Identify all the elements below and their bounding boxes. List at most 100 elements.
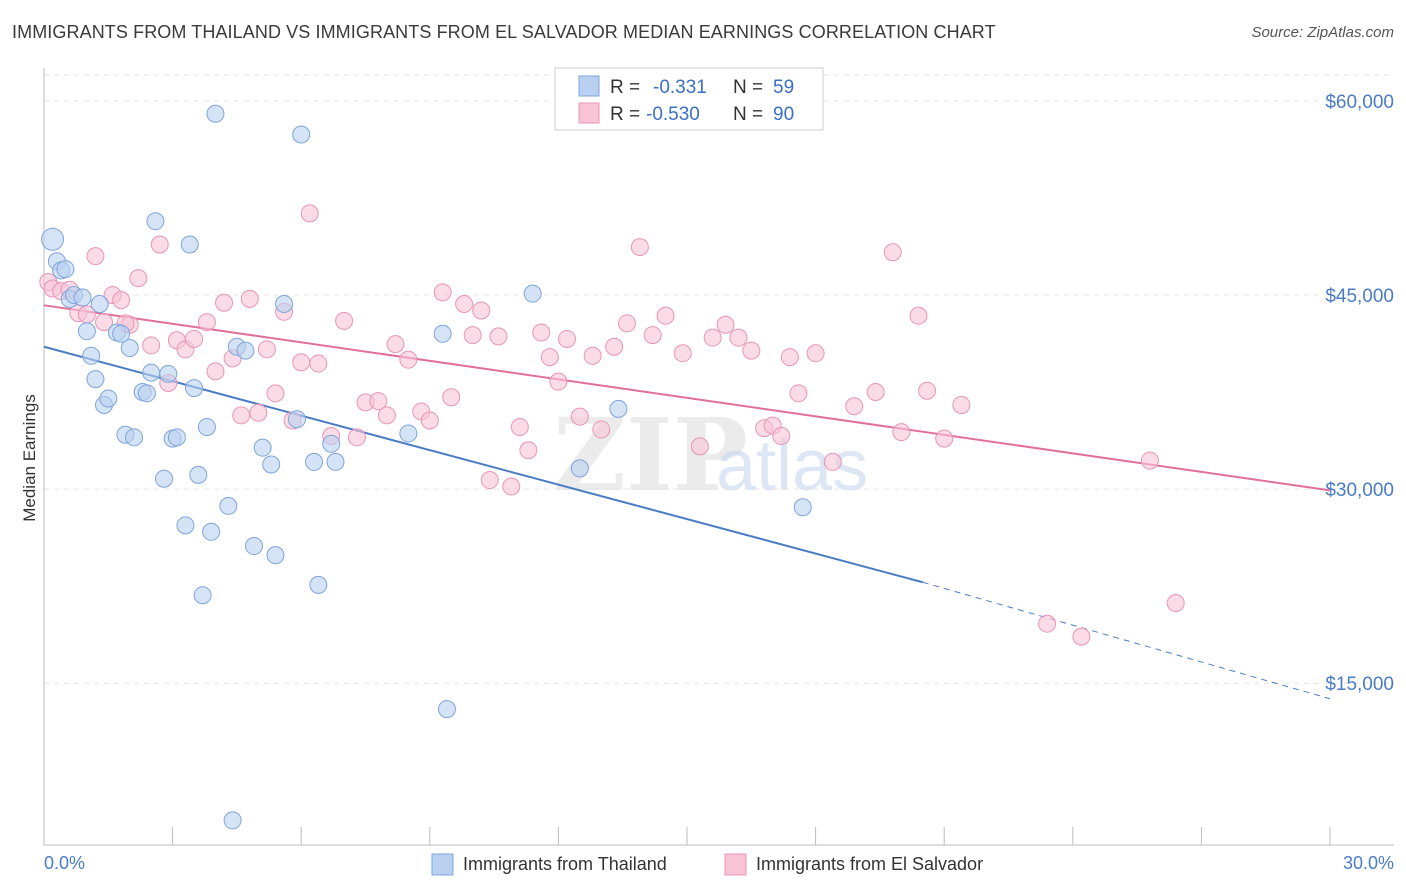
point-el-salvador: [185, 329, 204, 348]
point-el-salvador: [112, 291, 131, 310]
point-el-salvador: [240, 289, 259, 308]
legend-r-value-thailand: -0.331: [653, 77, 707, 98]
point-el-salvador: [335, 311, 354, 330]
point-el-salvador: [909, 306, 928, 325]
axes: [43, 68, 1394, 846]
point-el-salvador: [605, 337, 624, 356]
point-thailand: [262, 455, 281, 474]
point-el-salvador: [197, 313, 216, 332]
legend-r-label: R =: [610, 77, 640, 98]
point-thailand: [180, 235, 199, 254]
point-thailand: [305, 452, 324, 471]
point-thailand: [236, 341, 255, 360]
y-axis-title: Median Earnings: [20, 394, 39, 522]
point-el-salvador: [656, 306, 675, 325]
point-el-salvador: [617, 314, 636, 333]
point-el-salvador: [806, 344, 825, 363]
point-thailand: [322, 434, 341, 453]
point-thailand: [137, 384, 156, 403]
point-el-salvador: [780, 348, 799, 367]
point-el-salvador: [399, 350, 418, 369]
point-thailand: [570, 459, 589, 478]
chart-title: IMMIGRANTS FROM THAILAND VS IMMIGRANTS F…: [12, 22, 996, 42]
point-el-salvador: [772, 427, 791, 446]
point-thailand: [326, 452, 345, 471]
point-el-salvador: [918, 381, 937, 400]
point-el-salvador: [249, 403, 268, 422]
trend-line-thailand-extension: [922, 581, 1331, 700]
point-el-salvador: [377, 406, 396, 425]
trend-line-el-salvador: [43, 304, 1331, 492]
point-thailand: [197, 417, 216, 436]
y-tick-label: $30,000: [1325, 480, 1394, 501]
point-thailand: [275, 295, 294, 314]
legend-n-value-el-salvador: 90: [773, 104, 794, 125]
point-el-salvador: [742, 341, 761, 360]
point-el-salvador: [729, 328, 748, 347]
point-thailand: [223, 811, 242, 830]
point-thailand: [523, 284, 542, 303]
point-thailand: [309, 575, 328, 594]
point-el-salvador: [215, 293, 234, 312]
el-salvador-points: [39, 204, 1185, 646]
point-el-salvador: [463, 326, 482, 345]
point-el-salvador: [952, 395, 971, 414]
y-tick-label: $60,000: [1325, 92, 1394, 113]
point-thailand: [125, 428, 144, 447]
point-thailand: [167, 428, 186, 447]
point-el-salvador: [532, 323, 551, 342]
point-el-salvador: [150, 235, 169, 254]
watermark-atlas: atlas: [716, 426, 868, 506]
point-thailand: [202, 522, 221, 541]
point-el-salvador: [510, 417, 529, 436]
point-el-salvador: [129, 269, 148, 288]
point-thailand: [86, 370, 105, 389]
chart-source: Source: ZipAtlas.com: [1251, 24, 1394, 41]
bottom-legend-swatch-el-salvador: [724, 853, 747, 876]
point-thailand: [189, 465, 208, 484]
legend-n-value-thailand: 59: [773, 77, 794, 98]
point-thailand: [609, 399, 628, 418]
point-thailand: [112, 324, 131, 343]
point-thailand: [245, 537, 264, 556]
point-el-salvador: [95, 313, 114, 332]
bottom-legend-swatch-thailand: [431, 853, 454, 876]
point-thailand: [193, 586, 212, 605]
y-tick-label: $45,000: [1325, 286, 1394, 307]
point-el-salvador: [232, 406, 251, 425]
point-thailand: [99, 389, 118, 408]
point-el-salvador: [257, 340, 276, 359]
point-thailand: [155, 469, 174, 488]
point-el-salvador: [1140, 451, 1159, 470]
point-el-salvador: [703, 328, 722, 347]
point-thailand: [287, 410, 306, 429]
grid-lines: [44, 74, 1394, 684]
point-el-salvador: [142, 336, 161, 355]
point-el-salvador: [690, 437, 709, 456]
point-thailand: [433, 324, 452, 343]
point-thailand: [73, 288, 92, 307]
point-el-salvador: [540, 348, 559, 367]
point-el-salvador: [845, 397, 864, 416]
thailand-points: [41, 104, 812, 830]
point-thailand: [159, 364, 178, 383]
point-el-salvador: [892, 423, 911, 442]
point-thailand: [793, 498, 812, 517]
point-thailand: [41, 227, 65, 251]
legend-box: [554, 67, 824, 131]
point-el-salvador: [300, 204, 319, 223]
point-el-salvador: [433, 283, 452, 302]
point-el-salvador: [592, 420, 611, 439]
point-el-salvador: [86, 247, 105, 266]
point-thailand: [206, 104, 225, 123]
point-el-salvador: [557, 329, 576, 348]
point-thailand: [437, 700, 456, 719]
point-el-salvador: [1166, 593, 1185, 612]
legend-swatch-thailand: [578, 75, 600, 97]
point-el-salvador: [673, 344, 692, 363]
x-tick-label-max: 30.0%: [1343, 853, 1394, 873]
point-thailand: [142, 363, 161, 382]
point-thailand: [82, 346, 101, 365]
point-el-salvador: [823, 452, 842, 471]
point-el-salvador: [935, 429, 954, 448]
